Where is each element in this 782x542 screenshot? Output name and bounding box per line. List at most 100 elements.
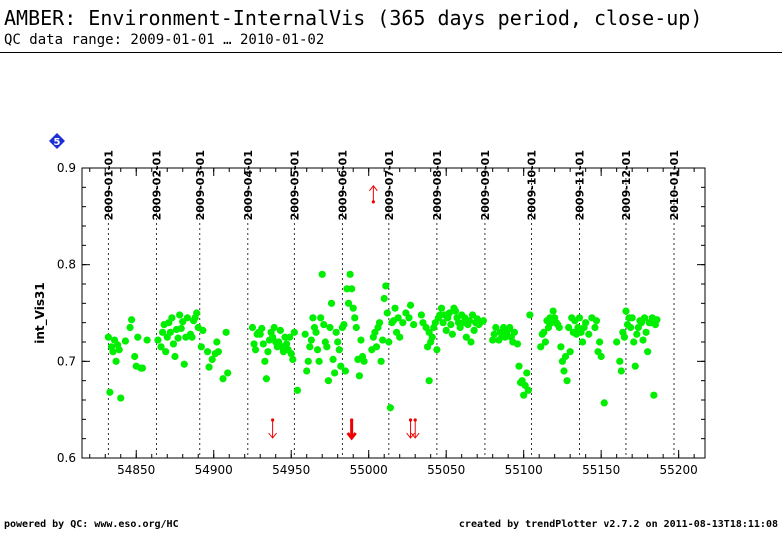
data-point — [261, 357, 269, 365]
data-point — [563, 377, 571, 385]
data-point — [193, 309, 201, 317]
data-point — [622, 307, 630, 315]
footer-powered-by: powered by QC: www.eso.org/HC — [4, 519, 179, 530]
data-point — [620, 333, 629, 341]
data-point — [442, 326, 450, 334]
data-point — [541, 338, 549, 346]
chart-subtitle: QC data range: 2009-01-01 … 2010-01-02 — [4, 32, 325, 48]
data-point — [520, 391, 528, 399]
data-point — [183, 314, 191, 322]
x-tick-label: 54950 — [272, 463, 310, 477]
data-point — [174, 334, 182, 342]
data-point — [250, 340, 258, 348]
data-point — [327, 299, 336, 307]
data-point — [286, 333, 294, 341]
data-point — [555, 323, 563, 332]
data-point — [115, 346, 123, 354]
data-point — [578, 338, 587, 346]
data-point — [391, 304, 399, 312]
data-point — [289, 355, 297, 363]
data-point — [197, 343, 205, 351]
y-axis-label: int_Vis31 — [33, 282, 48, 343]
date-label: 2009-09-01 — [479, 150, 492, 220]
data-point — [334, 338, 342, 346]
data-point — [492, 323, 500, 332]
x-tick-label: 55050 — [427, 463, 465, 477]
data-point — [575, 314, 584, 322]
date-label: 2009-07-01 — [383, 150, 396, 220]
data-point — [324, 377, 333, 385]
data-point — [489, 336, 497, 344]
x-tick-label: 55100 — [505, 463, 543, 477]
outlier-arrow-down-head — [406, 432, 415, 439]
date-label: 2009-10-01 — [525, 150, 538, 220]
data-point — [445, 309, 453, 317]
data-point — [394, 314, 402, 322]
badge-diamond-icon[interactable]: 5 — [49, 133, 65, 149]
y-tick-label: 0.7 — [57, 354, 76, 368]
data-point — [331, 369, 339, 377]
data-point — [380, 294, 388, 303]
data-point — [613, 338, 621, 346]
data-point — [208, 355, 216, 363]
data-point — [162, 348, 170, 356]
data-point — [224, 369, 232, 377]
data-point — [176, 311, 184, 319]
data-point — [357, 336, 365, 344]
data-point — [640, 314, 649, 322]
data-point — [447, 321, 455, 329]
data-point — [642, 328, 650, 336]
data-point — [219, 375, 227, 383]
data-point — [585, 330, 593, 338]
data-point — [596, 338, 604, 346]
data-point — [312, 328, 320, 336]
data-point — [425, 377, 433, 385]
data-point — [335, 346, 343, 354]
data-point — [258, 324, 266, 333]
data-point — [340, 321, 348, 329]
data-point — [639, 336, 647, 344]
y-tick-label: 0.9 — [57, 161, 76, 175]
data-point — [479, 317, 487, 325]
plot-frame — [81, 167, 706, 459]
data-point — [383, 309, 391, 317]
date-label: 2009-11-01 — [573, 150, 586, 220]
data-point — [355, 372, 364, 380]
data-point — [405, 314, 413, 322]
data-point — [121, 337, 129, 345]
data-point — [524, 386, 532, 394]
data-point — [597, 352, 605, 361]
outlier-arrow-down-head — [410, 432, 420, 439]
data-point — [557, 343, 565, 351]
data-point — [320, 321, 328, 329]
data-point — [143, 336, 151, 344]
data-point — [399, 319, 407, 327]
data-point — [566, 348, 574, 356]
x-tick-label: 55000 — [350, 463, 388, 477]
data-point — [467, 338, 475, 346]
data-point — [600, 399, 608, 407]
diamond-icon — [49, 133, 65, 149]
data-point — [138, 364, 147, 372]
data-point — [326, 323, 334, 332]
data-point — [203, 348, 212, 356]
data-point — [506, 323, 514, 332]
data-point — [270, 323, 278, 332]
data-point — [315, 357, 323, 365]
data-point — [276, 326, 284, 334]
x-tick-label: 55200 — [660, 463, 698, 477]
data-point — [112, 357, 120, 365]
data-point — [448, 330, 456, 338]
data-point — [385, 338, 393, 346]
title-divider — [0, 52, 782, 53]
data-point — [526, 311, 534, 319]
data-point — [410, 321, 418, 329]
data-point — [251, 346, 260, 354]
data-point — [349, 304, 357, 312]
data-point — [177, 324, 185, 333]
data-point — [592, 317, 601, 325]
data-point — [199, 326, 207, 334]
data-point — [377, 357, 385, 365]
data-point — [214, 348, 222, 356]
